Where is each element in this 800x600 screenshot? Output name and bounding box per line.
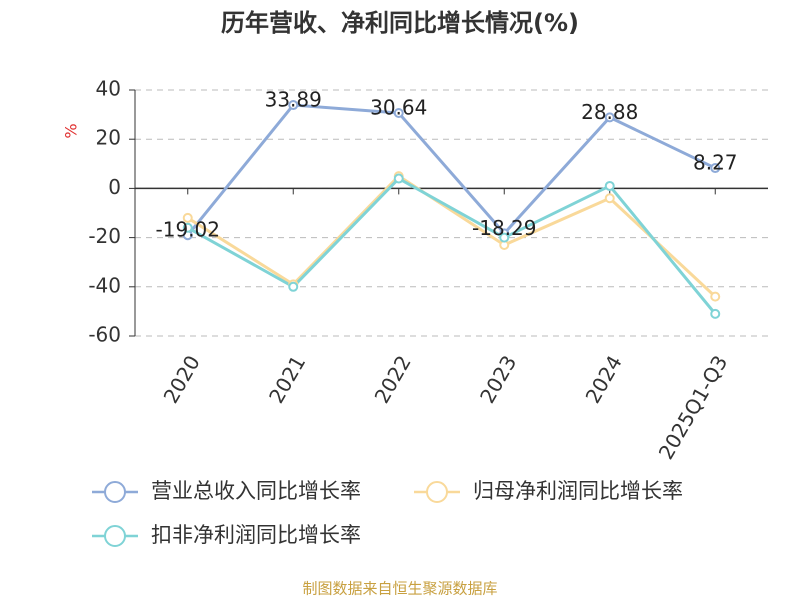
data-label: -19.02 xyxy=(156,218,220,242)
legend-label: 扣非净利润同比增长率 xyxy=(151,523,361,547)
data-point xyxy=(499,232,510,243)
data-point xyxy=(393,173,404,184)
legend-marker xyxy=(104,525,126,547)
y-axis-label: % xyxy=(62,123,81,138)
data-label: 30.64 xyxy=(370,96,427,120)
y-tick-label: -60 xyxy=(88,323,121,347)
data-point xyxy=(604,193,615,204)
chart-title: 历年营收、净利同比增长情况(%) xyxy=(221,9,579,37)
data-point xyxy=(288,281,299,292)
data-point xyxy=(288,100,299,111)
data-label: -18.29 xyxy=(472,216,536,240)
data-point xyxy=(182,222,193,233)
legend-label: 营业总收入同比增长率 xyxy=(151,479,361,503)
y-tick-label: -40 xyxy=(88,273,121,297)
data-point xyxy=(710,163,721,174)
series-line xyxy=(186,174,717,298)
x-tick-label: 2024 xyxy=(581,351,627,407)
data-label: 28.88 xyxy=(581,100,638,124)
legend-marker xyxy=(104,481,126,503)
y-tick-label: 40 xyxy=(96,77,121,101)
x-tick-label: 2025Q1-Q3 xyxy=(654,351,733,463)
x-tick-label: 2021 xyxy=(264,351,310,407)
y-tick-label: -20 xyxy=(88,224,121,248)
data-label: 33.89 xyxy=(265,88,322,112)
y-tick-label: 20 xyxy=(96,126,121,150)
data-point xyxy=(393,108,404,119)
data-point xyxy=(710,291,721,302)
data-point xyxy=(182,212,193,223)
x-tick-label: 2022 xyxy=(370,351,416,407)
x-tick-label: 2020 xyxy=(159,351,205,407)
series-line xyxy=(186,103,716,237)
legend-label: 归母净利润同比增长率 xyxy=(473,479,683,503)
data-label: 8.27 xyxy=(693,151,738,175)
y-tick-label: 0 xyxy=(108,175,121,199)
data-point xyxy=(604,180,615,191)
source: 制图数据来自恒生聚源数据库 xyxy=(302,580,497,598)
legend-marker xyxy=(426,481,448,503)
data-point xyxy=(604,112,615,123)
x-tick-label: 2023 xyxy=(475,351,521,407)
data-point xyxy=(710,308,721,319)
series-line xyxy=(187,176,717,315)
